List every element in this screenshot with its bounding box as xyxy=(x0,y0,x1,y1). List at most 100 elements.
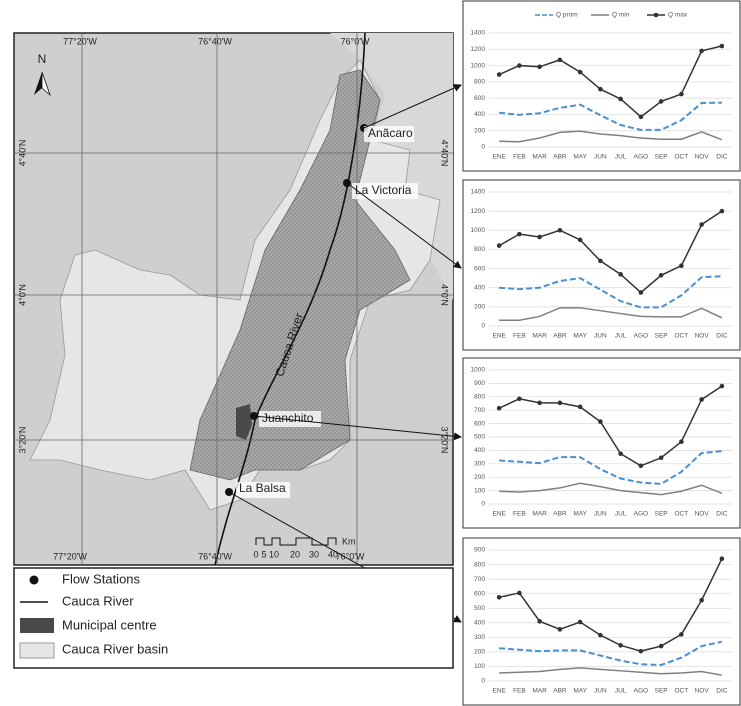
x-tick-label: ENE xyxy=(492,511,506,518)
point xyxy=(557,627,563,632)
point xyxy=(496,243,502,248)
y-tick-label: 900 xyxy=(474,380,485,387)
x-tick-label: MAY xyxy=(573,688,587,695)
map-legend: Flow Stations Cauca River Municipal cent… xyxy=(13,567,454,669)
x-tick-label: JUN xyxy=(594,154,607,161)
river xyxy=(214,32,366,566)
x-tick-label: NOV xyxy=(695,688,710,695)
y-tick-label: 400 xyxy=(474,619,485,626)
x-tick-label: DIC xyxy=(716,511,728,518)
lon-label: 76°40'W xyxy=(198,551,232,561)
point xyxy=(719,556,725,562)
legend-label: Q prom xyxy=(556,12,578,19)
y-tick-label: 600 xyxy=(474,420,485,427)
y-tick-label: 800 xyxy=(474,246,485,253)
y-tick-label: 200 xyxy=(474,474,485,481)
legend-label: Flow Stations xyxy=(62,571,141,586)
point xyxy=(679,439,684,444)
north-arrow: N xyxy=(34,52,51,97)
point xyxy=(679,263,684,269)
lat-label: 4°40'N xyxy=(17,140,27,167)
y-tick-label: 200 xyxy=(474,127,485,134)
y-tick-label: 600 xyxy=(474,590,485,597)
y-tick-label: 500 xyxy=(474,434,485,441)
point xyxy=(719,43,725,49)
scale-bar xyxy=(255,537,337,546)
y-tick-label: 800 xyxy=(474,394,485,401)
x-tick-label: ABR xyxy=(553,511,567,518)
x-tick-label: AGO xyxy=(634,688,648,695)
point xyxy=(517,590,522,596)
point xyxy=(618,272,623,277)
graticule xyxy=(14,33,453,565)
point xyxy=(577,237,583,243)
point xyxy=(618,643,623,648)
y-tick-label: 800 xyxy=(474,561,485,568)
y-tick-label: 0 xyxy=(481,501,485,508)
point xyxy=(537,234,542,240)
x-tick-label: MAR xyxy=(532,154,547,161)
point xyxy=(638,290,644,295)
lon-label: 77°20'W xyxy=(63,36,97,46)
series-line xyxy=(499,130,723,143)
series-line xyxy=(499,482,723,496)
lon-label: 76°40'W xyxy=(198,36,232,46)
y-tick-label: 200 xyxy=(474,649,485,656)
y-tick-label: 600 xyxy=(474,95,485,102)
lat-label: 4°0'N xyxy=(440,284,450,306)
x-tick-label: NOV xyxy=(695,333,710,340)
chart: 0 200 400 600 800 1000 1200 1400 ENE FEB MAR ABR MAY… xyxy=(462,0,741,172)
x-tick-label: NOV xyxy=(695,511,710,518)
scale-label: 10 xyxy=(269,549,279,559)
x-tick-label: JUL xyxy=(615,688,627,695)
chart: 0 100 200 300 400 500 600 700 800 900 1000 ENE FEB MA… xyxy=(462,357,741,529)
y-tick-label: 400 xyxy=(474,111,485,118)
y-tick-label: 1400 xyxy=(471,30,486,37)
x-tick-label: ABR xyxy=(553,688,567,695)
x-tick-label: NOV xyxy=(695,154,710,161)
x-tick-label: SEP xyxy=(655,154,668,161)
x-tick-label: AGO xyxy=(634,511,648,518)
y-tick-label: 1200 xyxy=(471,208,486,215)
legend-label: Cauca River xyxy=(62,593,134,608)
y-tick-label: 600 xyxy=(474,265,485,272)
y-tick-label: 300 xyxy=(474,461,485,468)
point xyxy=(557,400,563,406)
legend-label: Q min xyxy=(612,12,630,19)
x-tick-label: ABR xyxy=(553,154,567,161)
series-line xyxy=(499,275,722,309)
y-tick-label: 400 xyxy=(474,447,485,454)
point xyxy=(557,57,563,63)
point xyxy=(598,258,603,264)
station-label: La Victoria xyxy=(355,183,412,197)
x-tick-label: SEP xyxy=(655,511,668,518)
x-tick-label: AGO xyxy=(634,333,648,340)
scale-label: 20 xyxy=(290,549,300,559)
x-tick-label: FEB xyxy=(513,333,526,340)
point xyxy=(496,595,502,600)
y-tick-label: 0 xyxy=(481,144,485,151)
point xyxy=(719,383,725,389)
point xyxy=(618,451,623,457)
x-tick-label: OCT xyxy=(675,333,689,340)
chart-frame xyxy=(462,179,741,351)
x-tick-label: ABR xyxy=(553,333,567,340)
lon-label: 76°0'W xyxy=(341,36,370,46)
point xyxy=(638,463,644,469)
point xyxy=(658,99,664,104)
y-tick-label: 500 xyxy=(474,605,485,612)
point xyxy=(638,648,644,654)
station-label: Anãcaro xyxy=(368,126,413,140)
legend-marker xyxy=(653,12,659,18)
point xyxy=(537,64,542,70)
point xyxy=(496,405,502,411)
point xyxy=(577,404,583,410)
chart-frame xyxy=(462,537,741,706)
series-line xyxy=(499,307,723,322)
y-tick-label: 700 xyxy=(474,576,485,583)
map: 77°20'W 76°40'W 76°0'W 77°20'W 76°40'W 7… xyxy=(13,32,462,623)
x-tick-label: ENE xyxy=(492,154,506,161)
x-tick-label: JUL xyxy=(615,333,627,340)
x-tick-label: MAR xyxy=(532,688,547,695)
point xyxy=(537,619,542,624)
